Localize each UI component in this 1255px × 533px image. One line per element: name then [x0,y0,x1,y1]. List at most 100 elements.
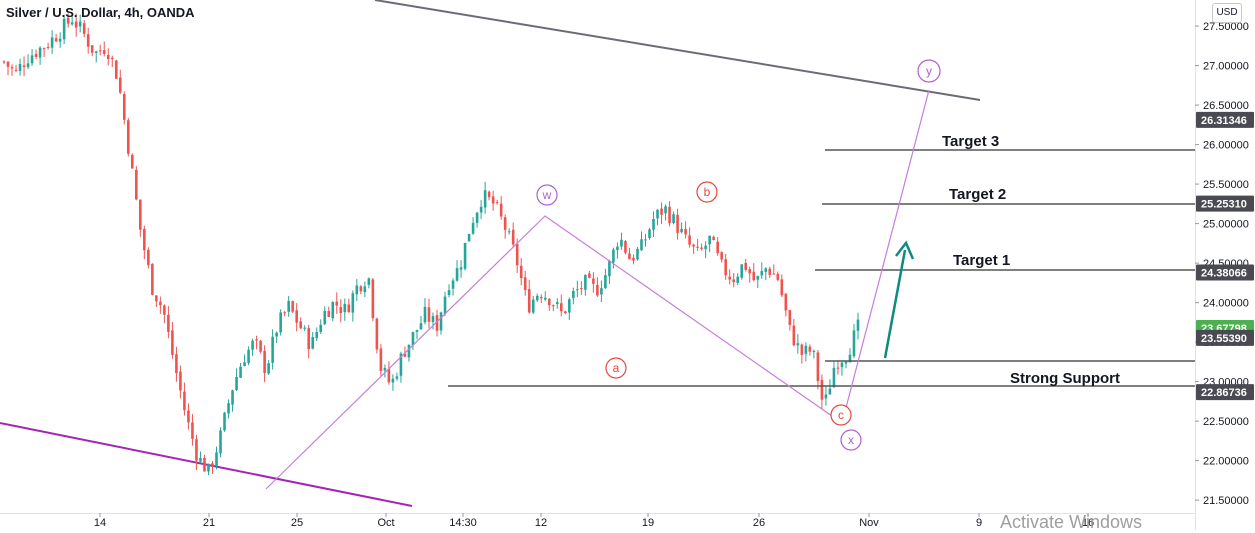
candle [772,264,776,275]
price-axis[interactable]: 27.50000 27.00000 26.50000 26.00000 25.50000… [1195,21,1249,507]
candle [515,238,519,273]
candle [327,306,331,318]
svg-text:9: 9 [976,517,982,529]
candle [471,217,475,235]
wave-label-c[interactable]: c [830,404,852,426]
candle [423,298,427,325]
candle [700,243,703,251]
elliott-wave-lines[interactable] [265,89,930,490]
candle [688,227,691,248]
svg-text:22.00000: 22.00000 [1203,456,1249,468]
svg-text:21.50000: 21.50000 [1203,495,1249,507]
candle [760,262,764,279]
wave-label-a[interactable]: a [605,357,627,379]
candle [295,303,298,332]
candle [632,254,635,265]
candle [74,13,78,37]
candle [475,211,479,228]
svg-text:26.50000: 26.50000 [1203,100,1249,112]
currency-button[interactable]: USD [1212,3,1242,23]
channel-top-line[interactable] [374,0,981,101]
wave-label-y[interactable]: y [917,59,941,83]
candle [223,411,226,432]
wave-w-to-x-path[interactable] [265,215,843,490]
svg-text:y: y [926,64,932,78]
candle [307,324,311,359]
svg-text:Nov: Nov [859,517,879,529]
y-tick-10: 22.50000 [1195,416,1249,428]
candle [696,238,699,251]
wave-labels: w a b c x y [536,59,941,451]
candle [788,309,792,331]
candle [527,279,531,314]
candle [652,211,655,237]
candle [26,54,30,70]
svg-text:22.86736: 22.86736 [1201,387,1247,399]
candle [255,335,258,350]
candlestick-series [2,13,860,476]
channel-bottom-line[interactable] [0,422,413,507]
y-tick-1: 27.00000 [1195,61,1249,73]
candle [110,55,114,67]
x-tick-9: 9 [976,513,982,529]
candle [708,235,711,253]
wave-label-x[interactable]: x [840,429,862,451]
candle [135,166,138,201]
target-3-label: Target 3 [942,133,999,150]
candle [612,247,615,269]
candle [764,267,768,281]
candle [211,461,214,474]
candle [644,233,647,247]
candle [840,360,844,376]
y-tick-3: 26.00000 [1195,140,1249,152]
candle [684,221,687,239]
candle [239,363,242,379]
candle [768,266,772,279]
svg-text:b: b [704,185,711,199]
target-2-label: Target 2 [949,186,1006,203]
candle [347,298,351,313]
candle [828,379,832,395]
candle [808,344,812,356]
x-tick-1: 21 [203,513,215,529]
wave-x-to-y-line[interactable] [841,89,930,424]
y-tick-0: 27.50000 [1195,21,1249,33]
candle [748,266,752,283]
candle [720,251,723,263]
candle [455,260,459,282]
candle [199,451,202,464]
candle [624,239,627,255]
candle [235,368,238,392]
candle [387,361,391,385]
candle [584,274,587,296]
candle [560,294,563,317]
candle [816,349,820,390]
candle [463,242,467,271]
wave-label-w[interactable]: w [536,184,558,206]
candle [86,27,90,54]
candle [415,329,419,340]
candle [78,14,82,33]
candle [2,60,6,65]
candle [98,44,102,56]
candle [616,242,619,259]
candle [395,372,399,381]
svg-text:a: a [613,361,620,375]
candle [34,49,38,60]
candle [792,319,796,347]
horizontal-levels [448,149,1195,387]
price-tags: 26.3134625.2531024.3806623.6779823.55390… [1196,111,1254,401]
candle [784,292,788,317]
candle [391,374,395,391]
candle [243,354,246,367]
candle [856,312,860,340]
time-axis[interactable]: 14 21 25 Oct 14:30 12 19 26 Nov 9 16 [94,513,1094,529]
x-tick-5: 12 [535,513,547,529]
candle [543,291,547,302]
candle [419,315,423,331]
candle [467,233,471,242]
x-tick-6: 19 [642,513,654,529]
wave-label-b[interactable]: b [696,181,718,203]
candle [122,91,126,125]
